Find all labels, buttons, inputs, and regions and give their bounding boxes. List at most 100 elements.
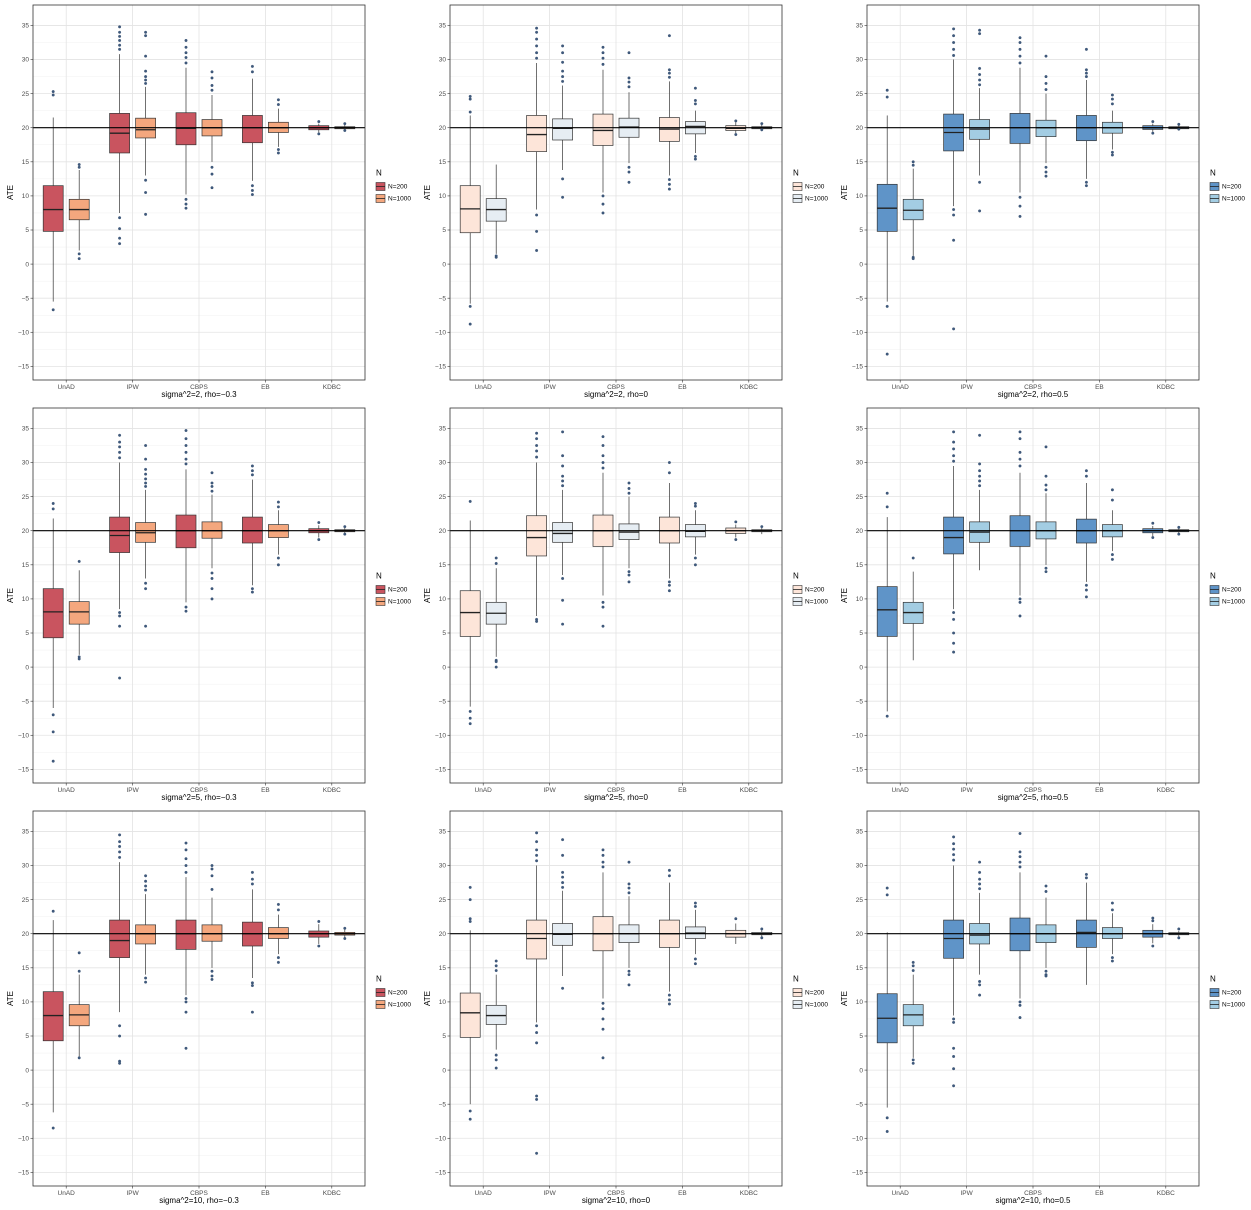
outlier-point xyxy=(343,926,347,930)
y-tick-label: 25 xyxy=(856,91,864,98)
outlier-point xyxy=(667,583,671,587)
y-tick-label: −15 xyxy=(435,767,446,774)
outlier-point xyxy=(343,532,347,536)
outlier-point xyxy=(601,45,605,49)
outlier-point xyxy=(317,521,321,524)
outlier-point xyxy=(535,1094,539,1098)
y-tick-label: 0 xyxy=(25,261,29,268)
outlier-point xyxy=(734,520,738,524)
outlier-point xyxy=(627,860,631,864)
outlier-point xyxy=(1018,855,1022,859)
outlier-point xyxy=(250,70,254,74)
box-body xyxy=(135,924,156,945)
outlier-point xyxy=(250,1010,254,1014)
outlier-point xyxy=(535,431,539,435)
outlier-point xyxy=(144,467,148,471)
outlier-point xyxy=(601,435,605,439)
outlier-point xyxy=(561,79,565,83)
x-tick-label: UnAD xyxy=(475,384,493,391)
outlier-point xyxy=(276,563,280,567)
outlier-point xyxy=(978,479,982,483)
y-tick-label: 10 xyxy=(22,999,30,1006)
outlier-point xyxy=(1018,865,1022,869)
outlier-point xyxy=(885,95,889,99)
outlier-point xyxy=(184,39,188,42)
outlier-point xyxy=(1084,876,1088,880)
box-body xyxy=(68,601,90,625)
legend-label: N=1000 xyxy=(1222,196,1245,203)
plot-border xyxy=(449,810,783,1187)
y-tick-label: 25 xyxy=(22,494,30,501)
y-tick-label: 20 xyxy=(856,931,864,938)
outlier-point xyxy=(978,993,982,997)
outlier-point xyxy=(885,88,889,92)
outlier-point xyxy=(1018,36,1022,40)
box-ipw-n200 xyxy=(526,431,547,623)
outlier-point xyxy=(184,51,188,55)
legend-label: N=1000 xyxy=(1222,1002,1245,1009)
y-axis-title: ATE xyxy=(6,185,15,200)
outlier-point xyxy=(952,1046,956,1050)
outlier-point xyxy=(184,1046,188,1050)
plot-border xyxy=(32,407,366,784)
outlier-point xyxy=(1044,54,1048,58)
outlier-point xyxy=(494,959,498,963)
outlier-point xyxy=(627,76,631,80)
outlier-point xyxy=(144,624,148,628)
outlier-point xyxy=(210,597,214,601)
outlier-point xyxy=(51,759,55,763)
outlier-point xyxy=(494,969,498,972)
outlier-point xyxy=(627,481,631,485)
outlier-point xyxy=(1110,93,1114,97)
x-tick-label: IPW xyxy=(960,787,973,794)
x-tick-label: IPW xyxy=(126,787,139,794)
box-body xyxy=(526,115,547,152)
box-body xyxy=(943,919,964,959)
y-tick-label: 5 xyxy=(442,630,446,637)
outlier-point xyxy=(184,429,188,432)
outlier-point xyxy=(184,462,188,466)
outlier-point xyxy=(468,499,472,503)
outlier-point xyxy=(1018,1003,1022,1007)
outlier-point xyxy=(184,56,188,59)
y-tick-label: −5 xyxy=(856,295,864,302)
legend-label: N=1000 xyxy=(388,1002,411,1009)
outlier-point xyxy=(667,182,671,186)
outlier-point xyxy=(1018,41,1022,44)
outlier-point xyxy=(494,556,498,560)
y-tick-label: −15 xyxy=(18,767,29,774)
outlier-point xyxy=(1018,1016,1022,1020)
outlier-point xyxy=(601,1001,605,1005)
outlier-point xyxy=(952,327,956,331)
plot-border xyxy=(32,810,366,1187)
outlier-point xyxy=(77,165,81,169)
outlier-point xyxy=(184,206,188,210)
outlier-point xyxy=(952,1020,956,1024)
box-body xyxy=(552,118,573,141)
outlier-point xyxy=(250,469,254,473)
y-tick-label: −15 xyxy=(18,364,29,371)
boxplot-panel: −15 −10 −5 0 5 10 15 20 25 30 35 UnAD IPW CBPS EB KDBC s… xyxy=(0,403,417,806)
outlier-point xyxy=(118,445,122,449)
box-cbps-n200 xyxy=(175,39,197,210)
outlier-point xyxy=(1044,488,1048,492)
outlier-point xyxy=(601,600,605,604)
outlier-point xyxy=(1110,959,1114,963)
x-tick-label: CBPS xyxy=(607,787,625,794)
legend-label: N=1000 xyxy=(388,599,411,606)
legend-title: N xyxy=(376,169,382,178)
outlier-point xyxy=(184,197,188,201)
outlier-point xyxy=(601,1007,605,1011)
box-ipw-n200 xyxy=(109,25,130,246)
outlier-point xyxy=(118,216,122,220)
box-unad-n1000 xyxy=(68,951,90,1060)
outlier-point xyxy=(184,437,188,441)
box-unad-n200 xyxy=(42,909,64,1130)
outlier-point xyxy=(601,56,605,60)
outlier-point xyxy=(210,88,214,92)
outlier-point xyxy=(144,69,148,73)
outlier-point xyxy=(118,440,122,444)
y-tick-label: 10 xyxy=(22,193,30,200)
box-body xyxy=(242,115,263,144)
y-tick-label: 25 xyxy=(439,91,447,98)
